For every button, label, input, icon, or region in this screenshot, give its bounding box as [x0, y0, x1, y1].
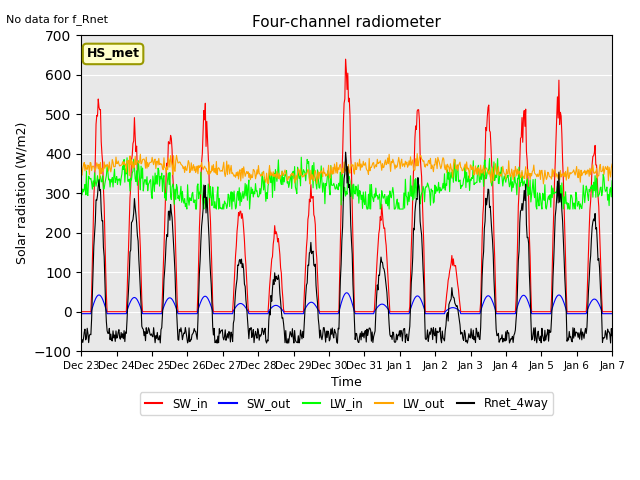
LW_out [307, 181, 314, 187]
SW_in [412, 123, 420, 129]
LW_in [77, 185, 85, 191]
LW_in [428, 188, 436, 194]
Legend: SW_in, SW_out, LW_in, LW_out, Rnet_4way: SW_in, SW_out, LW_in, LW_out, Rnet_4way [140, 392, 554, 415]
LW_out [141, 165, 149, 171]
SW_out [196, 302, 204, 308]
Line: SW_out: SW_out [81, 293, 612, 314]
LW_out [87, 160, 95, 166]
SW_in [87, 309, 95, 314]
Text: HS_met: HS_met [86, 48, 140, 60]
Title: Four-channel radiometer: Four-channel radiometer [252, 15, 441, 30]
Rnet_4way [284, 340, 291, 346]
Rnet_4way [428, 327, 436, 333]
LW_in [298, 155, 305, 160]
Rnet_4way [196, 270, 204, 276]
SW_out [412, 294, 420, 300]
LW_out [223, 172, 231, 178]
Line: Rnet_4way: Rnet_4way [81, 152, 612, 343]
SW_out [87, 311, 95, 317]
LW_in [141, 177, 149, 183]
LW_out [77, 171, 85, 177]
X-axis label: Time: Time [332, 376, 362, 389]
LW_in [413, 184, 420, 190]
LW_in [608, 178, 616, 184]
SW_in [342, 56, 349, 62]
LW_out [412, 156, 420, 162]
Line: LW_in: LW_in [81, 157, 612, 209]
SW_out [223, 311, 231, 317]
LW_out [196, 165, 204, 170]
LW_out [413, 151, 421, 156]
SW_in [77, 309, 85, 314]
SW_out [608, 311, 616, 317]
Rnet_4way [413, 195, 420, 201]
LW_out [608, 161, 616, 167]
LW_in [225, 191, 232, 197]
Rnet_4way [223, 331, 231, 336]
Rnet_4way [342, 149, 349, 155]
Line: SW_in: SW_in [81, 59, 612, 312]
Rnet_4way [77, 340, 85, 346]
SW_out [428, 311, 435, 317]
LW_in [87, 175, 95, 181]
Rnet_4way [141, 338, 149, 344]
LW_in [183, 206, 191, 212]
SW_in [141, 309, 149, 314]
SW_in [428, 309, 435, 314]
SW_out [342, 290, 350, 296]
SW_out [141, 311, 149, 317]
SW_in [196, 226, 204, 231]
Rnet_4way [87, 332, 95, 337]
Y-axis label: Solar radiation (W/m2): Solar radiation (W/m2) [15, 122, 28, 264]
LW_in [196, 191, 204, 197]
SW_in [223, 309, 231, 314]
Text: No data for f_Rnet: No data for f_Rnet [6, 14, 108, 25]
SW_out [77, 311, 85, 317]
Rnet_4way [608, 333, 616, 338]
Line: LW_out: LW_out [81, 154, 612, 184]
LW_out [428, 162, 436, 168]
SW_in [608, 309, 616, 314]
